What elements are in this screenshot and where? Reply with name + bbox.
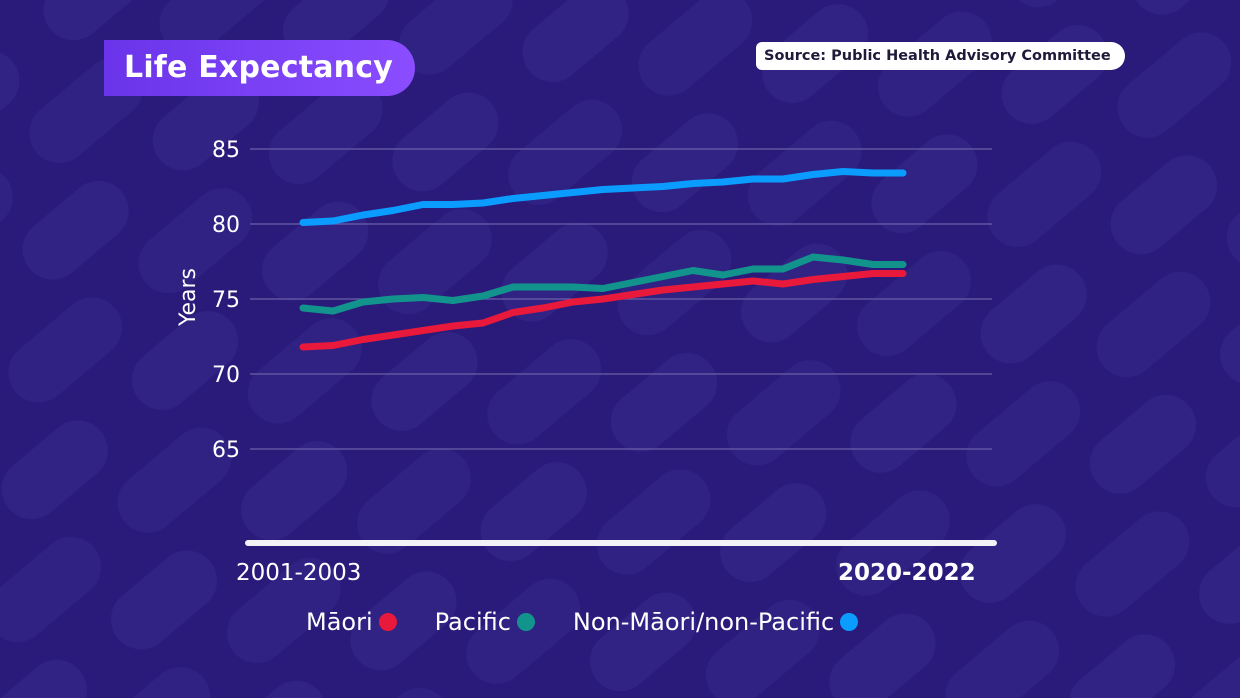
legend: Māori Pacific Non-Māori/non-Pacific: [306, 604, 896, 640]
y-tick-label-70: 70: [212, 363, 240, 388]
legend-item-pacific: Pacific: [435, 608, 535, 636]
y-tick-label-65: 65: [212, 438, 240, 463]
y-axis-label: Years: [176, 268, 201, 327]
y-tick-label-85: 85: [212, 138, 240, 163]
legend-item-maori: Māori: [306, 608, 397, 636]
source-label: Source: Public Health Advisory Committee: [756, 42, 1125, 70]
series-lines: [299, 168, 907, 351]
legend-dot-maori-icon: [378, 613, 397, 631]
legend-dot-pacific-icon: [516, 613, 535, 631]
x-end-label: 2020-2022: [838, 560, 976, 586]
y-tick-label-75: 75: [212, 288, 240, 313]
legend-label-maori: Māori: [306, 608, 373, 636]
series-line-maori: [299, 270, 907, 351]
x-start-label: 2001-2003: [236, 560, 362, 586]
y-axis-ticks: 85 80 75 70 65: [212, 138, 240, 463]
series-line-non-maori-non-pacific: [299, 168, 907, 226]
y-tick-label-80: 80: [212, 213, 240, 238]
series-line-pacific: [299, 253, 907, 315]
legend-label-pacific: Pacific: [434, 608, 511, 636]
chart-title: Life Expectancy: [104, 40, 415, 96]
legend-item-non-maori-non-pacific: Non-Māori/non-Pacific: [572, 608, 859, 636]
legend-label-non-maori-non-pacific: Non-Māori/non-Pacific: [572, 608, 835, 636]
legend-dot-non-maori-non-pacific-icon: [840, 613, 859, 631]
